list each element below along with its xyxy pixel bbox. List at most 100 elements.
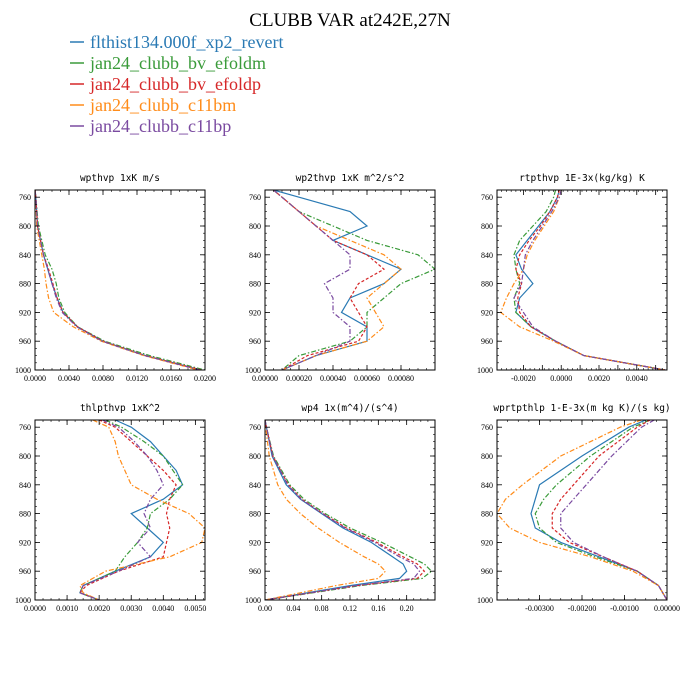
panel-4: thlpthvp 1xK^2 0.0000 0.0010 0.0020 0.0030 0.… [15,403,206,613]
series-line-4 [273,190,402,370]
x-tick-label: 0.04 [286,604,300,613]
y-tick-label: 960 [19,567,31,576]
x-tick-label: 0.0040 [58,374,80,383]
y-tick-label: 800 [481,222,493,231]
plot-frame [34,419,206,601]
series-line-1 [530,420,667,600]
legend-entry: jan24_clubb_c11bm [89,95,236,115]
y-tick-label: 960 [481,337,493,346]
y-tick-label: 840 [481,481,493,490]
series-line-3 [78,420,177,600]
y-tick-label: 1000 [15,366,31,375]
x-tick-label: 0.0020 [88,604,110,613]
y-tick-label: 960 [19,337,31,346]
plot-frame [34,189,206,371]
y-tick-label: 880 [481,510,493,519]
y-tick-label: 880 [249,280,261,289]
plot-frame [264,419,436,601]
plot-frame [496,189,668,371]
panel-title: wpthvp 1xK m/s [80,173,160,184]
y-tick-label: 920 [19,308,31,317]
x-tick-label: 0.00000 [252,374,278,383]
series-line-5 [560,420,667,600]
series-line-1 [265,420,408,600]
x-tick-label: 0.0050 [184,604,206,613]
y-tick-label: 920 [19,538,31,547]
y-tick-label: 1000 [15,596,31,605]
y-tick-label: 920 [481,538,493,547]
x-tick-label: -0.00200 [568,604,597,613]
series-line-5 [513,190,666,370]
x-tick-label: -0.00100 [610,604,639,613]
x-tick-label: 0.00080 [388,374,414,383]
x-tick-label: 0.00 [258,604,272,613]
panel-1: wpthvp 1xK m/s 0.0000 0.0040 0.0080 0.0120 0.… [15,173,216,383]
x-tick-label: 0.00020 [286,374,312,383]
series-line-3 [35,190,202,370]
series-line-2 [513,190,666,370]
x-tick-label: 0.0200 [194,374,216,383]
panel-title: rtpthvp 1E-3x(kg/kg) K [519,173,645,184]
series-line-4 [265,420,387,600]
y-tick-label: 920 [249,308,261,317]
legend-entry: flthist134.000f_xp2_revert [90,32,283,52]
series-line-5 [273,190,351,370]
panel-title: thlpthvp 1xK^2 [80,403,160,414]
y-tick-label: 840 [249,481,261,490]
x-tick-label: -0.0020 [511,374,536,383]
panel-2: wp2thvp 1xK m^2/s^2 0.00000 0.00020 0.00040… [245,173,436,383]
panel-title: wprtpthlp 1-E-3x(m kg K)/(s kg) [493,403,670,414]
panel-5: wp4 1x(m^4)/(s^4) 0.00 0.04 0.08 0.12 0.16 0.2… [245,403,436,613]
series-line-1 [515,190,666,370]
x-tick-label: 0.0030 [120,604,142,613]
y-tick-label: 760 [249,423,261,432]
series-line-3 [551,420,667,600]
y-tick-label: 760 [481,423,493,432]
y-tick-label: 760 [249,193,261,202]
y-tick-label: 760 [19,193,31,202]
x-tick-label: 0.0120 [126,374,148,383]
series-line-4 [500,190,666,370]
legend: flthist134.000f_xp2_revert jan24_clubb_bv… [70,32,283,136]
y-tick-label: 840 [19,251,31,260]
x-tick-label: 0.00040 [320,374,346,383]
panels: wpthvp 1xK m/s 0.0000 0.0040 0.0080 0.0120 0.… [15,173,680,613]
series-line-2 [35,190,205,370]
x-tick-label: 0.0080 [92,374,114,383]
x-tick-label: 0.0160 [160,374,182,383]
y-tick-label: 1000 [245,366,261,375]
y-tick-label: 760 [481,193,493,202]
y-tick-label: 960 [481,567,493,576]
panel-title: wp2thvp 1xK m^2/s^2 [296,173,405,184]
series-line-1 [273,190,403,370]
figure-title: CLUBB VAR at242E,27N [249,10,451,31]
series-line-4 [79,420,205,600]
legend-entry: jan24_clubb_c11bp [89,116,231,136]
y-tick-label: 800 [249,222,261,231]
y-tick-label: 1000 [477,366,493,375]
x-tick-label: 0.16 [371,604,385,613]
x-tick-label: 0.00000 [654,604,680,613]
panel-title: wp4 1x(m^4)/(s^4) [301,403,398,414]
y-tick-label: 880 [19,280,31,289]
y-tick-label: 920 [481,308,493,317]
y-tick-label: 840 [481,251,493,260]
y-tick-label: 840 [249,251,261,260]
x-tick-label: 0.0000 [24,604,46,613]
series-line-5 [265,420,421,600]
series-line-5 [35,190,201,370]
x-tick-label: 0.0020 [588,374,610,383]
x-tick-label: 0.0040 [626,374,648,383]
x-tick-label: 0.08 [315,604,329,613]
y-tick-label: 800 [249,452,261,461]
series-line-3 [265,420,426,600]
x-tick-label: 0.12 [343,604,357,613]
x-tick-label: 0.0040 [152,604,174,613]
series-line-3 [273,190,386,370]
series-line-2 [273,190,435,370]
series-line-2 [534,420,667,600]
series-line-3 [515,190,666,370]
legend-entry: jan24_clubb_bv_efoldp [89,74,261,94]
series-line-4 [497,420,667,600]
y-tick-label: 760 [19,423,31,432]
